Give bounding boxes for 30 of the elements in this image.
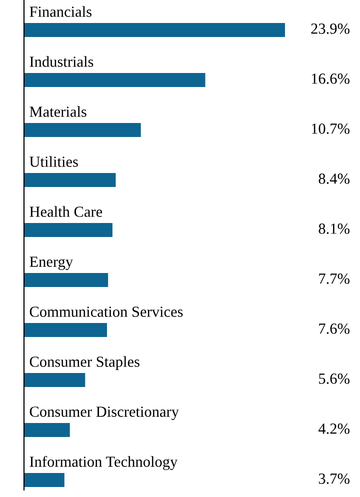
- data-label: 16.6%: [312, 74, 350, 84]
- data-label: 8.1%: [318, 224, 350, 234]
- data-label: 7.6%: [319, 324, 350, 334]
- data-label: 3.7%: [318, 474, 350, 484]
- bar: [24, 473, 64, 487]
- y-tick-label: Financials: [30, 6, 92, 17]
- bar: [24, 223, 112, 237]
- y-tick-label: Communication Services: [30, 306, 183, 317]
- bar: [24, 273, 108, 287]
- data-label: 8.4%: [318, 174, 350, 184]
- data-label: 10.7%: [312, 124, 350, 134]
- y-tick-label: Health Care: [30, 206, 102, 217]
- data-label: 23.9%: [311, 24, 350, 34]
- bar: [24, 323, 107, 337]
- bar: [24, 123, 141, 137]
- data-label: 5.6%: [319, 374, 350, 384]
- data-label: 4.2%: [318, 424, 350, 434]
- bar: [24, 73, 206, 87]
- bar: [24, 373, 86, 387]
- y-tick-label: Industrials: [30, 56, 94, 67]
- bar: [24, 173, 116, 187]
- y-tick-label: Energy: [30, 256, 74, 270]
- y-tick-label: Information Technology: [30, 456, 178, 470]
- y-tick-label: Materials: [30, 106, 86, 117]
- y-tick-label: Consumer Discretionary: [30, 406, 179, 420]
- bar: [24, 423, 70, 437]
- y-tick-label: Consumer Staples: [30, 356, 140, 370]
- y-tick-label: Utilities: [30, 156, 78, 167]
- bar: [24, 23, 285, 37]
- data-label: 7.7%: [319, 274, 350, 284]
